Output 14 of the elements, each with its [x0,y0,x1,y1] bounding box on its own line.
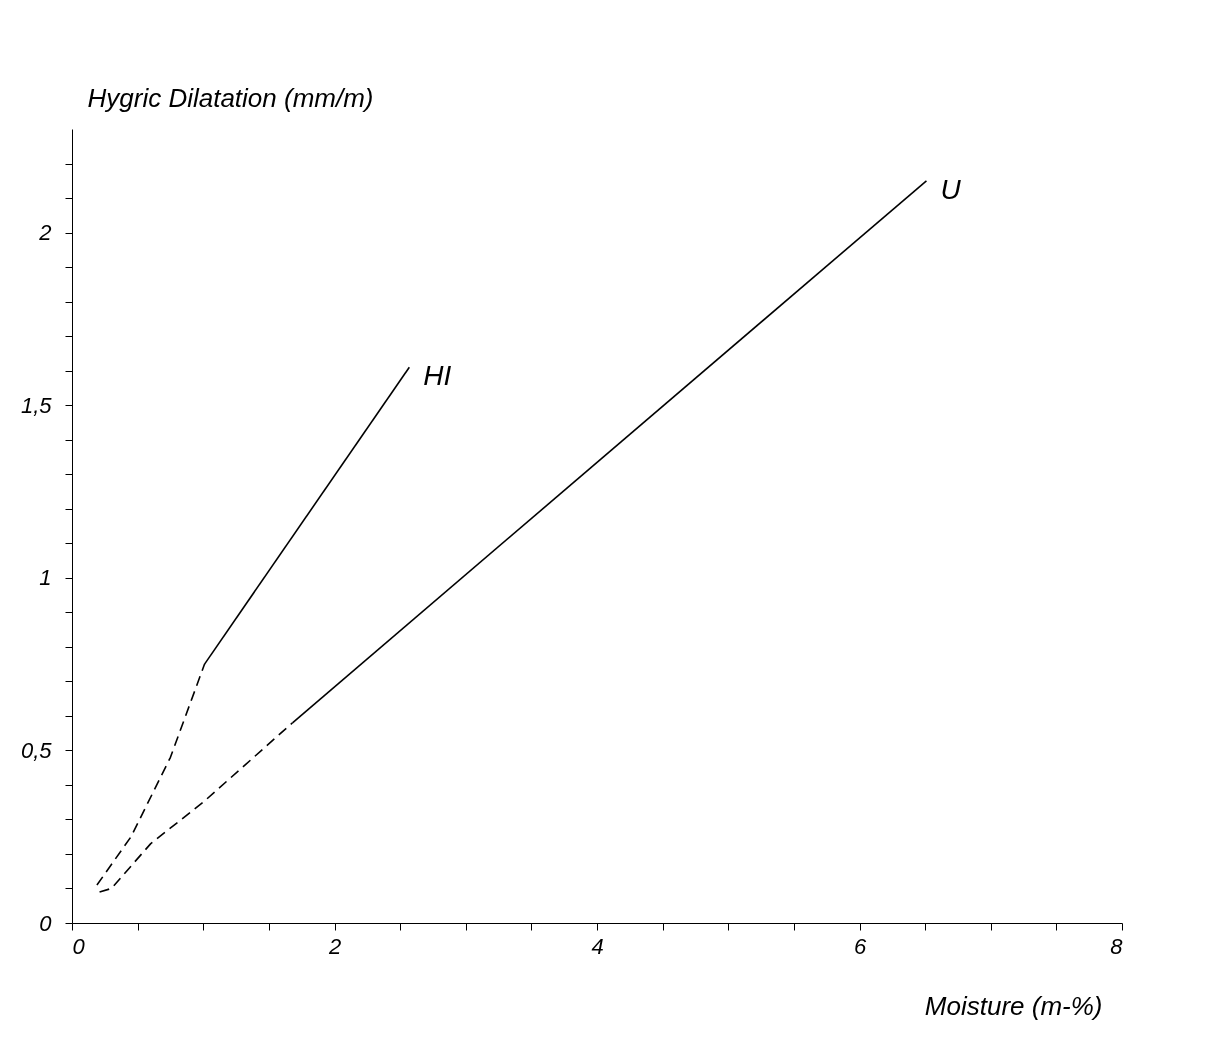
y-tick-label: 1,5 [20,392,53,418]
x-tick-label: 6 [853,933,867,959]
y-tick-label: 0 [39,910,53,936]
x-tick-label: 2 [327,933,342,959]
x-tick-label: 8 [1110,933,1124,959]
y-axis-title: Hygric Dilatation (mm/m) [87,82,374,113]
x-tick-label: 4 [591,933,604,959]
y-tick-label: 2 [38,220,52,246]
y-tick-label: 0,5 [20,737,53,763]
x-tick-label: 0 [72,933,86,959]
y-tick-label: 1 [39,565,52,591]
series-label: HI [423,360,452,392]
x-axis-title: Moisture (m-%) [924,990,1103,1021]
series-label: U [940,173,962,205]
